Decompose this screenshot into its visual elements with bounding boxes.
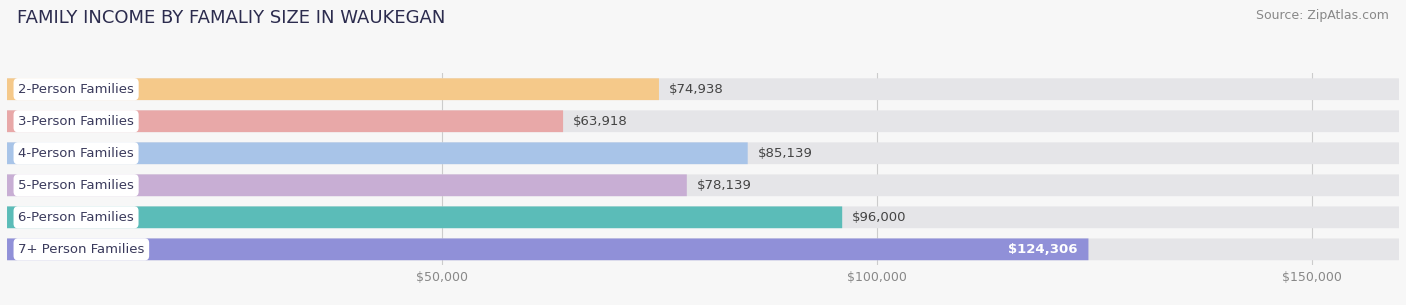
FancyBboxPatch shape [7,239,1088,260]
FancyBboxPatch shape [7,206,1399,228]
FancyBboxPatch shape [7,78,1399,100]
Text: 7+ Person Families: 7+ Person Families [18,243,145,256]
FancyBboxPatch shape [7,142,1399,164]
Text: $124,306: $124,306 [1008,243,1077,256]
Text: 5-Person Families: 5-Person Families [18,179,134,192]
FancyBboxPatch shape [7,239,1399,260]
FancyBboxPatch shape [7,110,1399,132]
Text: FAMILY INCOME BY FAMALIY SIZE IN WAUKEGAN: FAMILY INCOME BY FAMALIY SIZE IN WAUKEGA… [17,9,446,27]
FancyBboxPatch shape [7,78,659,100]
Text: 3-Person Families: 3-Person Families [18,115,134,128]
FancyBboxPatch shape [7,174,1399,196]
FancyBboxPatch shape [7,206,842,228]
Text: $96,000: $96,000 [852,211,907,224]
Text: $74,938: $74,938 [669,83,724,96]
Text: Source: ZipAtlas.com: Source: ZipAtlas.com [1256,9,1389,22]
FancyBboxPatch shape [7,142,748,164]
Text: $63,918: $63,918 [572,115,627,128]
Text: 6-Person Families: 6-Person Families [18,211,134,224]
Text: $78,139: $78,139 [696,179,751,192]
Text: 4-Person Families: 4-Person Families [18,147,134,160]
FancyBboxPatch shape [7,174,686,196]
Text: 2-Person Families: 2-Person Families [18,83,134,96]
Text: $85,139: $85,139 [758,147,813,160]
FancyBboxPatch shape [7,110,562,132]
